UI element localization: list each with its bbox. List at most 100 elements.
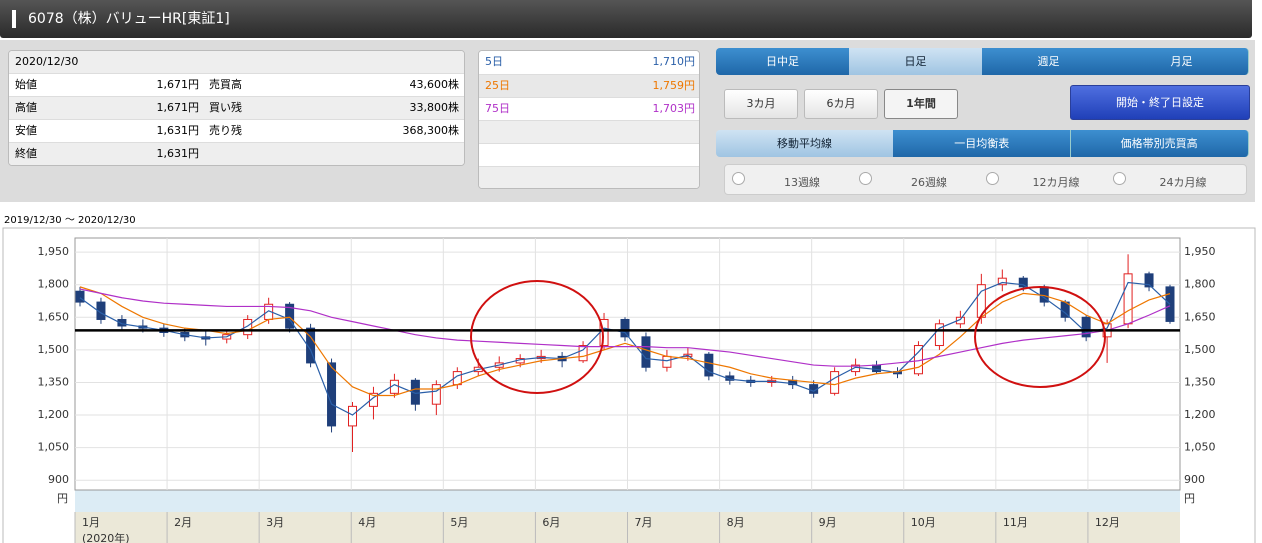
x-tick-label: 7月 — [635, 516, 653, 529]
quote-date-row: 2020/12/30 — [9, 51, 464, 73]
y-tick-label: 1,800 — [38, 278, 70, 291]
candle-body — [620, 318, 630, 338]
y2-tick-label: 1,050 — [1184, 441, 1216, 454]
ma-value: 1,759円 — [652, 79, 696, 92]
y2-tick-label: 1,950 — [1184, 245, 1216, 258]
quote-value: 43,600株 — [409, 78, 460, 91]
candle-body — [1123, 273, 1133, 325]
period-tab[interactable]: 月足 — [1115, 48, 1249, 75]
checkbox-label: 13週線 — [784, 176, 820, 189]
candle-body — [306, 327, 316, 364]
candle-body — [830, 371, 840, 394]
quote-label: 終値 — [15, 147, 37, 160]
quote-row: 始値 1,671円 売買高 43,600株 — [9, 73, 464, 96]
range-button[interactable]: 6カ月 — [804, 89, 878, 119]
candle-body — [348, 405, 357, 427]
y-tick-label: 1,350 — [38, 375, 70, 388]
ma-empty-row — [479, 143, 699, 167]
period-tab[interactable]: 週足 — [982, 48, 1116, 75]
range-button[interactable]: 3カ月 — [724, 89, 798, 119]
y2-tick-label: 1,500 — [1184, 343, 1216, 356]
x-tick-label: 8月 — [727, 516, 745, 529]
quote-row: 終値 1,631円 — [9, 142, 464, 165]
x-tick-label: 10月 — [911, 516, 936, 529]
y-tick-label: 1,500 — [38, 343, 70, 356]
x-tick-label: 9月 — [819, 516, 837, 529]
quote-date: 2020/12/30 — [15, 55, 79, 68]
quote-value: 33,800株 — [409, 101, 460, 114]
quote-value: 1,631円 — [156, 124, 200, 137]
candle-body — [1144, 273, 1154, 288]
quote-value: 1,671円 — [156, 78, 200, 91]
period-tab[interactable]: 日中足 — [716, 48, 850, 75]
period-tab[interactable]: 日足 — [849, 48, 983, 75]
y2-unit: 円 — [1184, 492, 1195, 505]
x-tick-label: 12月 — [1095, 516, 1120, 529]
header: 6078（株）バリューHR[東証1] — [0, 0, 1252, 38]
checkbox-bar — [724, 164, 1247, 195]
y2-tick-label: 1,800 — [1184, 278, 1216, 291]
quote-table: 2020/12/30 始値 1,671円 売買高 43,600株高値 1,671円 買い残 3… — [8, 50, 465, 166]
y-unit: 円 — [57, 492, 68, 505]
candle-body — [1018, 277, 1028, 288]
checkbox[interactable] — [732, 172, 745, 185]
ma-row: 75日 1,703円 — [479, 97, 699, 120]
candle-body — [431, 384, 441, 405]
indicator-tab[interactable]: 移動平均線 — [716, 130, 894, 157]
ma-empty-row — [479, 120, 699, 144]
quote-value: 1,671円 — [156, 101, 200, 114]
y-tick-label: 1,050 — [38, 441, 70, 454]
x-tick-label: 11月 — [1003, 516, 1028, 529]
checkbox[interactable] — [986, 172, 999, 185]
quote-row: 安値 1,631円 売り残 368,300株 — [9, 119, 464, 142]
checkbox-label: 12カ月線 — [1032, 176, 1080, 189]
quote-label: 売り残 — [209, 124, 242, 137]
candle-body — [997, 277, 1007, 286]
candle-body — [934, 323, 944, 347]
y2-tick-label: 1,350 — [1184, 375, 1216, 388]
ma-label: 25日 — [485, 79, 510, 92]
quote-row: 高値 1,671円 買い残 33,800株 — [9, 96, 464, 119]
candle-body — [243, 318, 253, 336]
x-tick-label: 3月 — [266, 516, 284, 529]
x-tick-label: 4月 — [358, 516, 376, 529]
ma-empty-row — [479, 166, 699, 188]
candle-body — [851, 364, 861, 373]
quote-label: 売買高 — [209, 78, 242, 91]
annotation-circle — [974, 286, 1106, 388]
candle-body — [285, 303, 295, 329]
quote-label: 高値 — [15, 101, 37, 114]
date-button[interactable]: 開始・終了日設定 — [1070, 85, 1250, 120]
candle-body — [704, 353, 714, 377]
candle-body — [872, 364, 882, 373]
ma-line — [79, 281, 1171, 416]
x-tick-label: 5月 — [450, 516, 468, 529]
range-button[interactable]: 1年間 — [884, 89, 958, 119]
quote-label: 始値 — [15, 78, 37, 91]
x-tick-label: 2月 — [174, 516, 192, 529]
ma-value: 1,710円 — [652, 55, 696, 68]
indicator-tab[interactable]: 一目均衡表 — [893, 130, 1072, 157]
candle-body — [327, 362, 337, 427]
quote-label: 買い残 — [209, 101, 242, 114]
x-strip — [75, 490, 1180, 512]
ma-table: 5日 1,710円 25日 1,759円 75日 1,703円 — [478, 50, 700, 189]
year-label: (2020年) — [82, 531, 130, 543]
checkbox[interactable] — [859, 172, 872, 185]
ma-value: 1,703円 — [652, 102, 696, 115]
date-range: 2019/12/30 ～ 2020/12/30 — [4, 215, 136, 226]
controls: 日中足 日足 週足 月足 3カ月 6カ月 1年間 開始・終了日設定移動平均線 一目均衡表 価格帯別… — [0, 0, 1262, 205]
candle-body — [117, 318, 127, 327]
quote-value: 368,300株 — [402, 124, 460, 137]
ma-row: 25日 1,759円 — [479, 74, 699, 97]
ma-label: 75日 — [485, 102, 510, 115]
ma-label: 5日 — [485, 55, 503, 68]
indicator-tab[interactable]: 価格帯別売買高 — [1070, 130, 1249, 157]
ma-row: 5日 1,710円 — [479, 51, 699, 73]
ma-line — [79, 288, 1171, 367]
candle-body — [368, 392, 378, 407]
checkbox[interactable] — [1113, 172, 1126, 185]
y-tick-label: 1,200 — [38, 408, 70, 421]
